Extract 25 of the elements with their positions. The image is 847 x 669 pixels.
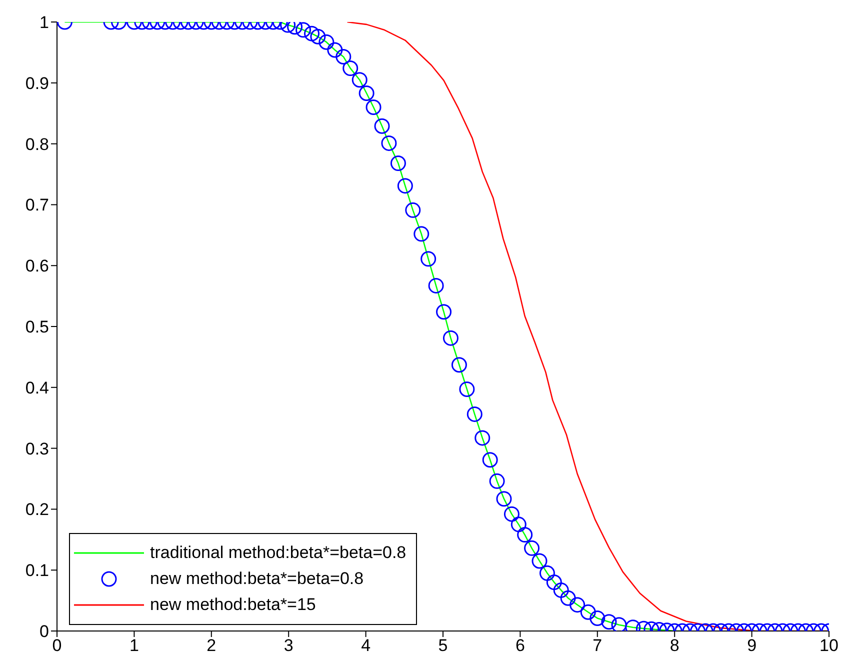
legend-label: new method:beta*=15	[150, 594, 316, 616]
y-tick-label: 0.1	[25, 561, 49, 580]
x-tick-label: 2	[206, 636, 216, 656]
y-tick-label: 0.4	[25, 378, 49, 398]
y-tick-label: 0.7	[25, 196, 49, 215]
legend-label: traditional method:beta*=beta=0.8	[150, 542, 406, 564]
x-tick-label: 0	[52, 636, 62, 656]
x-tick-label: 8	[670, 636, 680, 656]
x-tick-label: 6	[515, 636, 525, 656]
y-tick-label: 0.8	[25, 134, 49, 154]
y-tick-label: 0.5	[25, 318, 49, 337]
y-tick-label: 0.9	[25, 74, 49, 93]
x-tick-label: 9	[747, 636, 757, 656]
x-tick-label: 4	[361, 636, 371, 656]
legend-label: new method:beta*=beta=0.8	[150, 568, 364, 590]
y-tick-label: 0	[40, 622, 49, 642]
x-tick-label: 7	[592, 636, 602, 656]
x-tick-label: 3	[284, 636, 294, 656]
x-tick-label: 1	[129, 636, 139, 656]
x-tick-label: 10	[820, 636, 838, 656]
y-tick-label: 1	[40, 13, 49, 32]
y-tick-label: 0.2	[25, 500, 49, 520]
x-tick-label: 5	[438, 636, 448, 656]
y-tick-label: 0.6	[25, 256, 49, 276]
y-tick-label: 0.3	[25, 439, 49, 458]
